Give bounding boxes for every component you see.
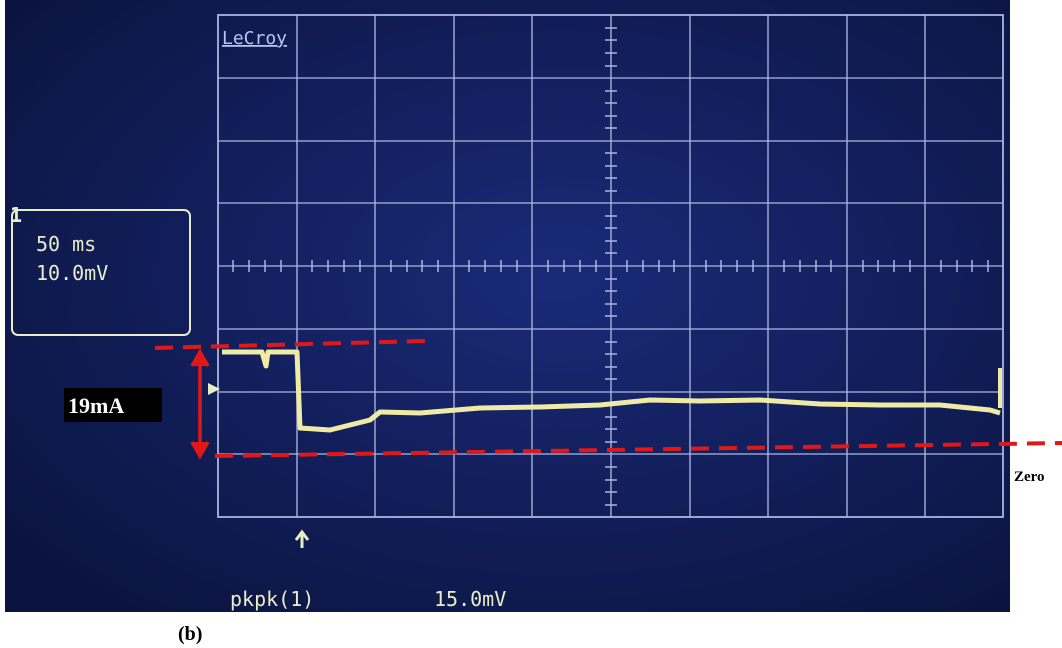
channel-box (11, 209, 191, 336)
zero-label: Zero (1014, 469, 1045, 485)
span-box (64, 388, 162, 422)
timebase: 50 ms (36, 232, 96, 256)
span-label: 19mA (68, 393, 124, 418)
trigger-marker (294, 529, 310, 548)
trace (222, 349, 1001, 433)
scope-screen (5, 0, 1010, 612)
span-arrow (190, 348, 210, 460)
volts-per-div: 10.0mV (36, 261, 108, 285)
brand: LeCroy (222, 28, 287, 49)
measurement-label: pkpk(1) (230, 587, 314, 611)
zero-reference (214, 441, 1062, 458)
top-reference (154, 339, 426, 350)
channel-label: 1 (10, 203, 22, 227)
level-marker (208, 383, 220, 395)
caption: (b) (178, 623, 202, 645)
measurement-value: 15.0mV (434, 587, 506, 611)
